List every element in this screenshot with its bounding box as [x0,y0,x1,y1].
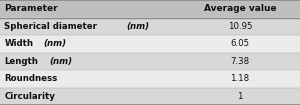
Text: Parameter: Parameter [4,4,58,13]
Text: 1.18: 1.18 [230,74,250,83]
Bar [0,52,300,70]
Bar [0,70,300,87]
Text: 6.05: 6.05 [230,39,250,48]
Bar [0,0,300,18]
Bar [0,18,300,35]
Text: Spherical diameter: Spherical diameter [4,22,98,31]
Text: 7.38: 7.38 [230,57,250,66]
Text: (nm): (nm) [44,39,67,48]
Text: Average value: Average value [204,4,276,13]
Text: Width: Width [4,39,34,48]
Bar [0,87,300,105]
Text: 1: 1 [237,92,243,101]
Text: Circularity: Circularity [4,92,55,101]
Text: 10.95: 10.95 [228,22,252,31]
Text: (nm): (nm) [126,22,149,31]
Text: (nm): (nm) [50,57,73,66]
Text: Length: Length [4,57,38,66]
Text: Roundness: Roundness [4,74,58,83]
Bar [0,35,300,52]
